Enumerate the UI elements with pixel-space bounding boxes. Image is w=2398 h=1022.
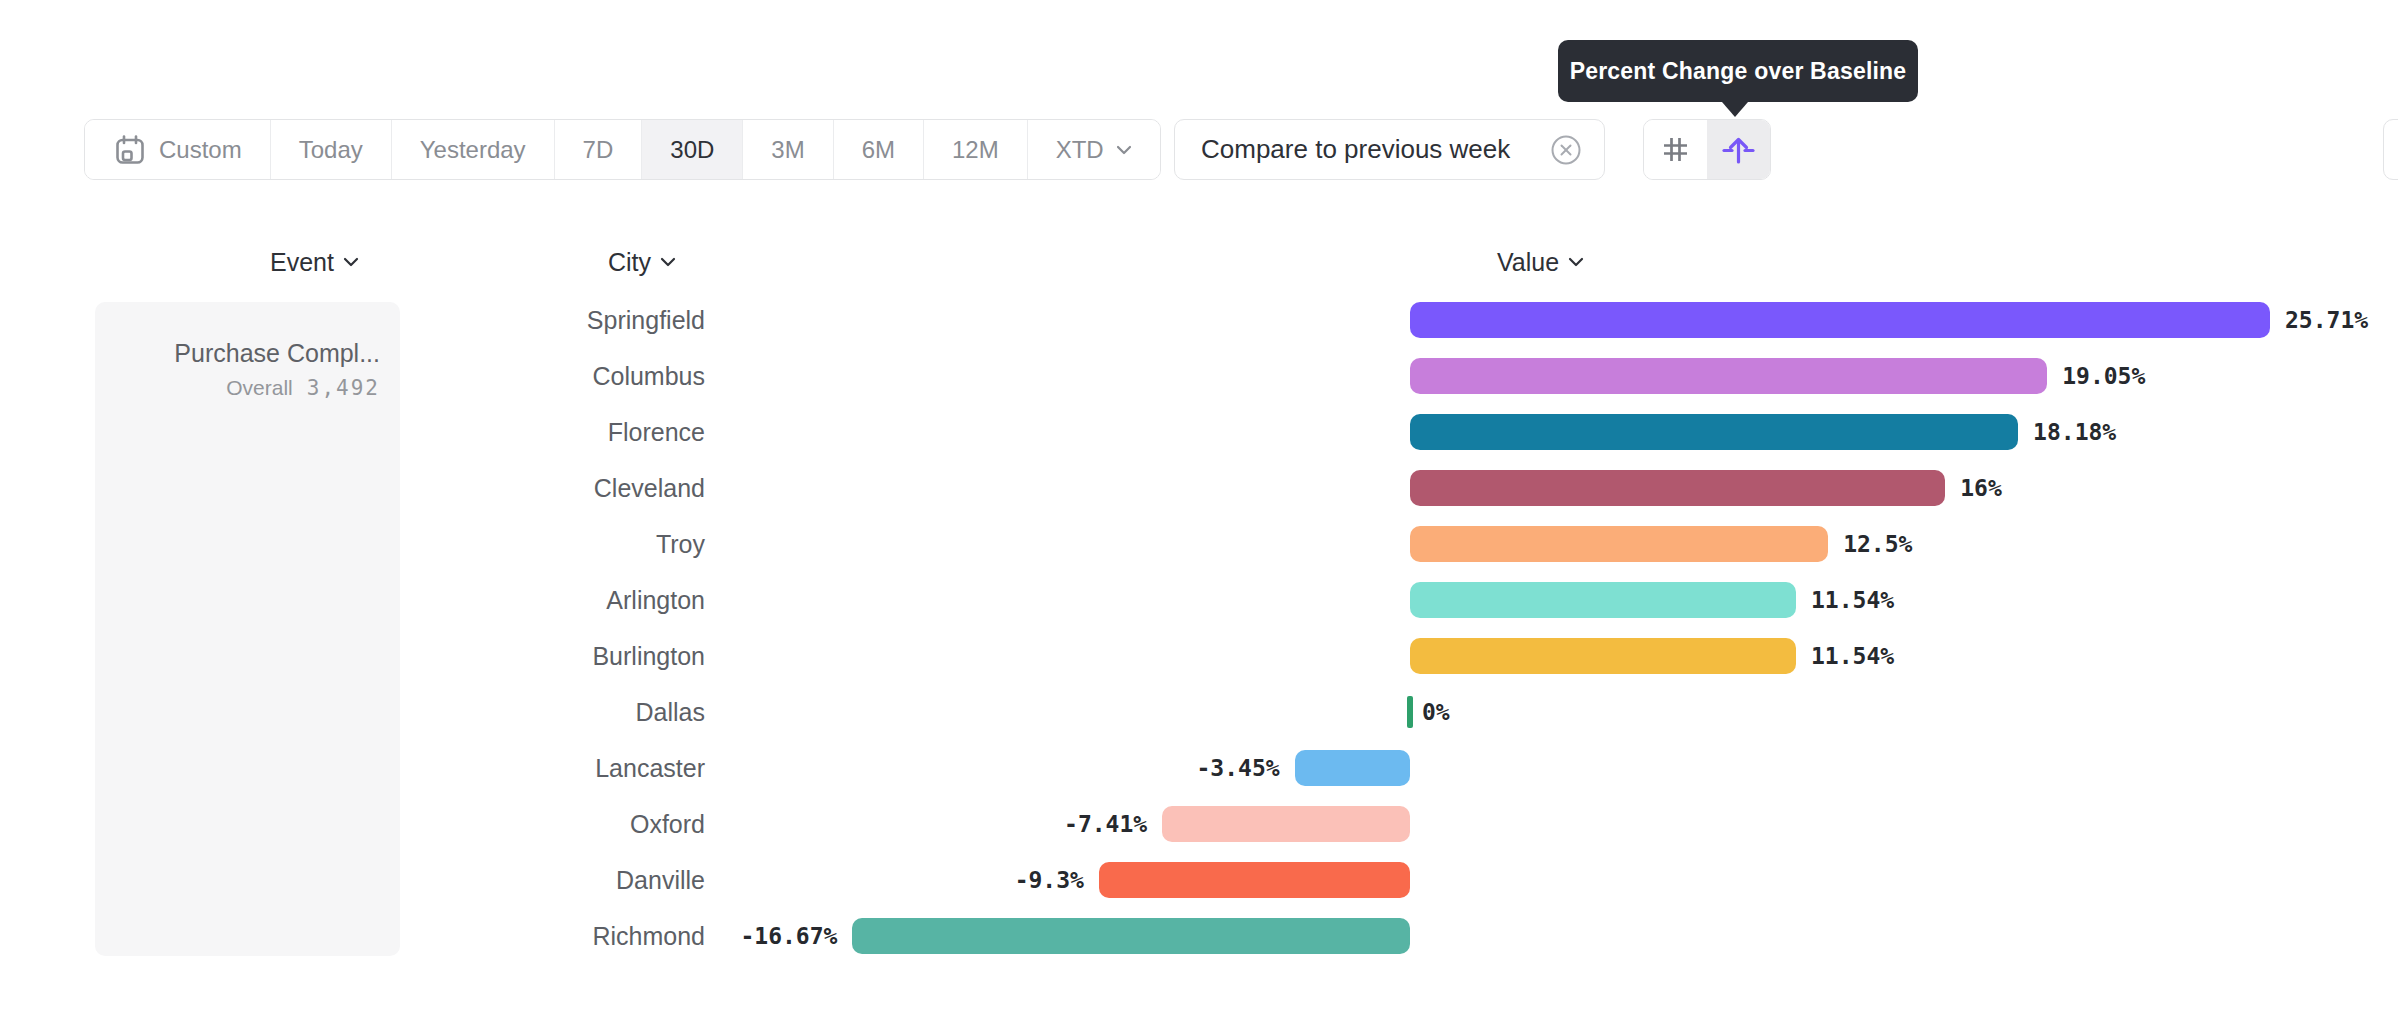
value-label: 0% [1422, 684, 1450, 740]
column-header-event-label: Event [270, 248, 334, 277]
compare-chip[interactable]: Compare to previous week [1174, 119, 1605, 180]
date-range-label: 30D [670, 136, 714, 164]
percent-change-baseline-button[interactable] [1707, 120, 1770, 179]
date-range-label: XTD [1056, 136, 1104, 164]
value-bar[interactable] [1407, 696, 1413, 728]
city-label: Oxford [420, 796, 705, 852]
value-label: -3.45% [1197, 740, 1280, 796]
value-bar[interactable] [1410, 414, 2018, 450]
value-bar[interactable] [1410, 358, 2047, 394]
chevron-down-icon [1116, 145, 1132, 155]
date-range-label: Yesterday [420, 136, 526, 164]
tooltip: Percent Change over Baseline [1558, 40, 1918, 102]
chart-row: Danville -9.3% [0, 852, 2398, 908]
date-range-12m[interactable]: 12M [924, 120, 1028, 179]
value-bar[interactable] [1410, 526, 1828, 562]
tooltip-arrow-icon [1722, 102, 1748, 117]
compare-chip-label: Compare to previous week [1201, 134, 1510, 165]
city-label: Lancaster [420, 740, 705, 796]
analytics-dashboard: Percent Change over Baseline Custom Toda… [0, 0, 2398, 1022]
close-circle-icon[interactable] [1550, 134, 1582, 166]
value-bar[interactable] [1410, 582, 1796, 618]
chevron-down-icon [660, 257, 676, 267]
city-label: Cleveland [420, 460, 705, 516]
date-range-3m[interactable]: 3M [743, 120, 833, 179]
date-range-xtd[interactable]: XTD [1028, 120, 1160, 179]
partial-button-right-edge[interactable] [2383, 119, 2398, 180]
chart-row: Cleveland 16% [0, 460, 2398, 516]
date-range-label: Today [299, 136, 363, 164]
date-range-6m[interactable]: 6M [834, 120, 924, 179]
chart-row: Florence 18.18% [0, 404, 2398, 460]
calendar-icon [113, 133, 147, 167]
chart-row: Burlington 11.54% [0, 628, 2398, 684]
date-range-label: Custom [159, 136, 242, 164]
city-label: Dallas [420, 684, 705, 740]
chart-row: Troy 12.5% [0, 516, 2398, 572]
city-label: Troy [420, 516, 705, 572]
value-label: -9.3% [1015, 852, 1084, 908]
value-bar[interactable] [1410, 638, 1796, 674]
chart-row: Springfield 25.71% [0, 292, 2398, 348]
value-label: -16.67% [740, 908, 837, 964]
value-bar[interactable] [852, 918, 1410, 954]
chart-row: Columbus 19.05% [0, 348, 2398, 404]
chart-row: Arlington 11.54% [0, 572, 2398, 628]
value-label: 19.05% [2062, 348, 2145, 404]
column-header-event[interactable]: Event [270, 247, 359, 277]
date-range-30d[interactable]: 30D [642, 120, 743, 179]
value-bar[interactable] [1099, 862, 1410, 898]
city-label: Florence [420, 404, 705, 460]
column-header-value-label: Value [1497, 248, 1559, 277]
city-label: Arlington [420, 572, 705, 628]
date-range-today[interactable]: Today [271, 120, 392, 179]
date-range-label: 12M [952, 136, 999, 164]
value-label: 11.54% [1811, 628, 1894, 684]
chevron-down-icon [1568, 257, 1584, 267]
city-label: Columbus [420, 348, 705, 404]
date-range-label: 3M [771, 136, 804, 164]
chevron-down-icon [343, 257, 359, 267]
city-label: Danville [420, 852, 705, 908]
chart-row: Lancaster -3.45% [0, 740, 2398, 796]
city-label: Burlington [420, 628, 705, 684]
date-range-control: Custom Today Yesterday 7D 30D 3M 6M [84, 119, 1161, 180]
column-header-value[interactable]: Value [1497, 247, 1584, 277]
tooltip-text: Percent Change over Baseline [1570, 58, 1907, 85]
value-bar[interactable] [1162, 806, 1410, 842]
baseline-arrow-icon [1720, 131, 1757, 168]
value-label: 25.71% [2285, 292, 2368, 348]
chart-row: Dallas 0% [0, 684, 2398, 740]
value-label: 16% [1960, 460, 2002, 516]
date-range-7d[interactable]: 7D [555, 120, 643, 179]
date-range-yesterday[interactable]: Yesterday [392, 120, 555, 179]
column-header-city[interactable]: City [608, 247, 676, 277]
view-toggle-group [1643, 119, 1771, 180]
city-label: Richmond [420, 908, 705, 964]
value-bar[interactable] [1410, 470, 1945, 506]
value-label: 18.18% [2033, 404, 2116, 460]
value-bar[interactable] [1410, 302, 2270, 338]
value-label: 12.5% [1843, 516, 1912, 572]
chart-rows: Springfield 25.71% Columbus 19.05% Flore… [0, 292, 2398, 964]
grid-view-button[interactable] [1644, 120, 1707, 179]
city-label: Springfield [420, 292, 705, 348]
date-range-custom[interactable]: Custom [85, 120, 271, 179]
grid-icon [1660, 134, 1691, 165]
column-header-city-label: City [608, 248, 651, 277]
value-label: -7.41% [1064, 796, 1147, 852]
date-range-label: 6M [862, 136, 895, 164]
chart-row: Oxford -7.41% [0, 796, 2398, 852]
date-range-label: 7D [583, 136, 614, 164]
value-label: 11.54% [1811, 572, 1894, 628]
chart-row: Richmond -16.67% [0, 908, 2398, 964]
value-bar[interactable] [1295, 750, 1410, 786]
